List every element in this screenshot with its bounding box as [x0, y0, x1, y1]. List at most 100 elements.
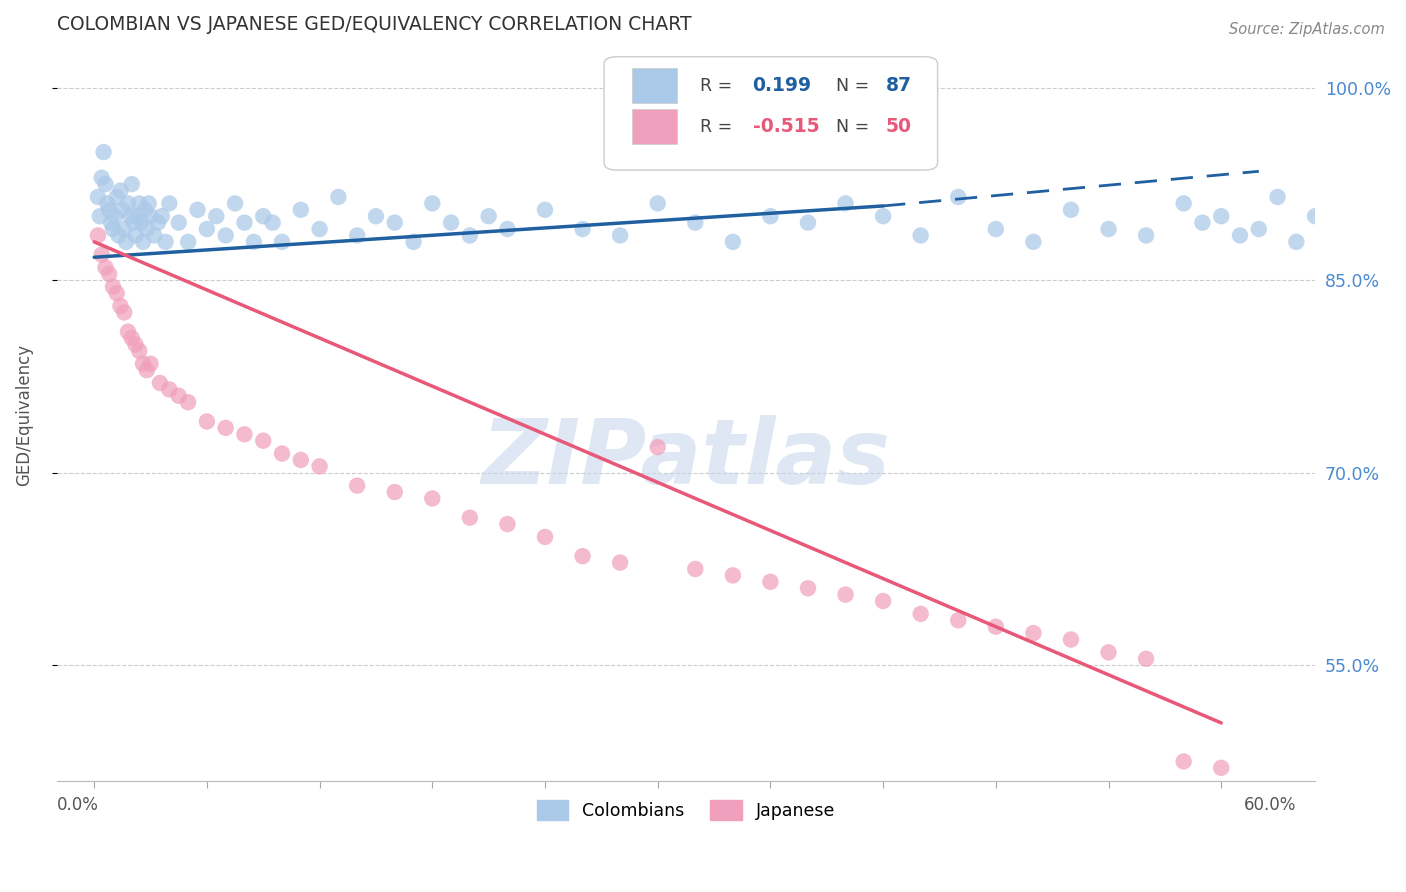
Legend: Colombians, Japanese: Colombians, Japanese [530, 793, 842, 827]
Point [571, 222, 593, 236]
Point [90, 170, 112, 185]
Point [262, 216, 284, 230]
Point [571, 549, 593, 563]
Point [1303, 209, 1326, 223]
Point [384, 485, 406, 500]
Point [1135, 652, 1157, 666]
Point [797, 581, 820, 595]
Point [872, 594, 894, 608]
Text: N =: N = [835, 118, 875, 136]
Point [94, 260, 117, 275]
Point [496, 222, 519, 236]
Point [1267, 190, 1289, 204]
Point [271, 446, 294, 460]
Point [328, 190, 350, 204]
Point [118, 209, 141, 223]
Point [609, 556, 631, 570]
Point [420, 196, 443, 211]
Point [100, 216, 122, 230]
Text: 87: 87 [886, 76, 912, 95]
Point [150, 209, 173, 223]
Text: 0.199: 0.199 [752, 76, 811, 95]
Point [139, 357, 162, 371]
Point [215, 421, 238, 435]
Point [1022, 235, 1045, 249]
Point [90, 248, 112, 262]
Point [121, 177, 143, 191]
Point [157, 383, 180, 397]
Point [135, 222, 157, 236]
Point [124, 228, 146, 243]
Point [177, 235, 200, 249]
Text: 50: 50 [886, 117, 912, 136]
Point [195, 222, 218, 236]
Point [797, 216, 820, 230]
Point [759, 209, 782, 223]
Point [1285, 235, 1308, 249]
Point [478, 209, 501, 223]
Point [138, 196, 160, 211]
Point [458, 510, 481, 524]
Point [948, 613, 970, 627]
Point [128, 343, 150, 358]
Point [346, 478, 368, 492]
Point [290, 453, 312, 467]
Point [96, 196, 118, 211]
Bar [631, 69, 678, 103]
Point [124, 337, 146, 351]
Point [122, 216, 145, 230]
Point [647, 440, 669, 454]
Point [233, 427, 256, 442]
Point [364, 209, 387, 223]
Point [143, 228, 166, 243]
Point [167, 216, 190, 230]
Point [1360, 196, 1382, 211]
Text: -0.515: -0.515 [752, 117, 820, 136]
Point [215, 228, 238, 243]
Point [177, 395, 200, 409]
Point [132, 235, 155, 249]
Point [1097, 222, 1119, 236]
Point [155, 235, 177, 249]
Point [534, 530, 557, 544]
Point [94, 177, 117, 191]
Point [346, 228, 368, 243]
Point [1022, 626, 1045, 640]
Point [101, 222, 124, 236]
Point [89, 209, 111, 223]
Point [1379, 216, 1402, 230]
Point [111, 202, 134, 217]
Point [104, 209, 127, 223]
Point [195, 414, 218, 428]
Point [110, 184, 132, 198]
Point [308, 459, 330, 474]
Point [186, 202, 208, 217]
Point [1173, 755, 1195, 769]
Text: 60.0%: 60.0% [1244, 796, 1296, 814]
Point [948, 190, 970, 204]
Point [167, 389, 190, 403]
Point [834, 588, 856, 602]
Point [129, 216, 152, 230]
Point [440, 216, 463, 230]
Text: COLOMBIAN VS JAPANESE GED/EQUIVALENCY CORRELATION CHART: COLOMBIAN VS JAPANESE GED/EQUIVALENCY CO… [56, 15, 692, 34]
Point [1097, 645, 1119, 659]
Point [157, 196, 180, 211]
Point [984, 222, 1007, 236]
Point [105, 286, 128, 301]
Point [87, 228, 110, 243]
Point [496, 517, 519, 532]
Point [224, 196, 246, 211]
Point [534, 202, 557, 217]
Point [872, 209, 894, 223]
Point [271, 235, 294, 249]
Point [117, 325, 139, 339]
Point [647, 196, 669, 211]
Point [1060, 632, 1083, 647]
Point [93, 145, 115, 159]
Point [149, 376, 172, 390]
Y-axis label: GED/Equivalency: GED/Equivalency [15, 344, 32, 486]
Point [420, 491, 443, 506]
Point [87, 190, 110, 204]
Point [1135, 228, 1157, 243]
